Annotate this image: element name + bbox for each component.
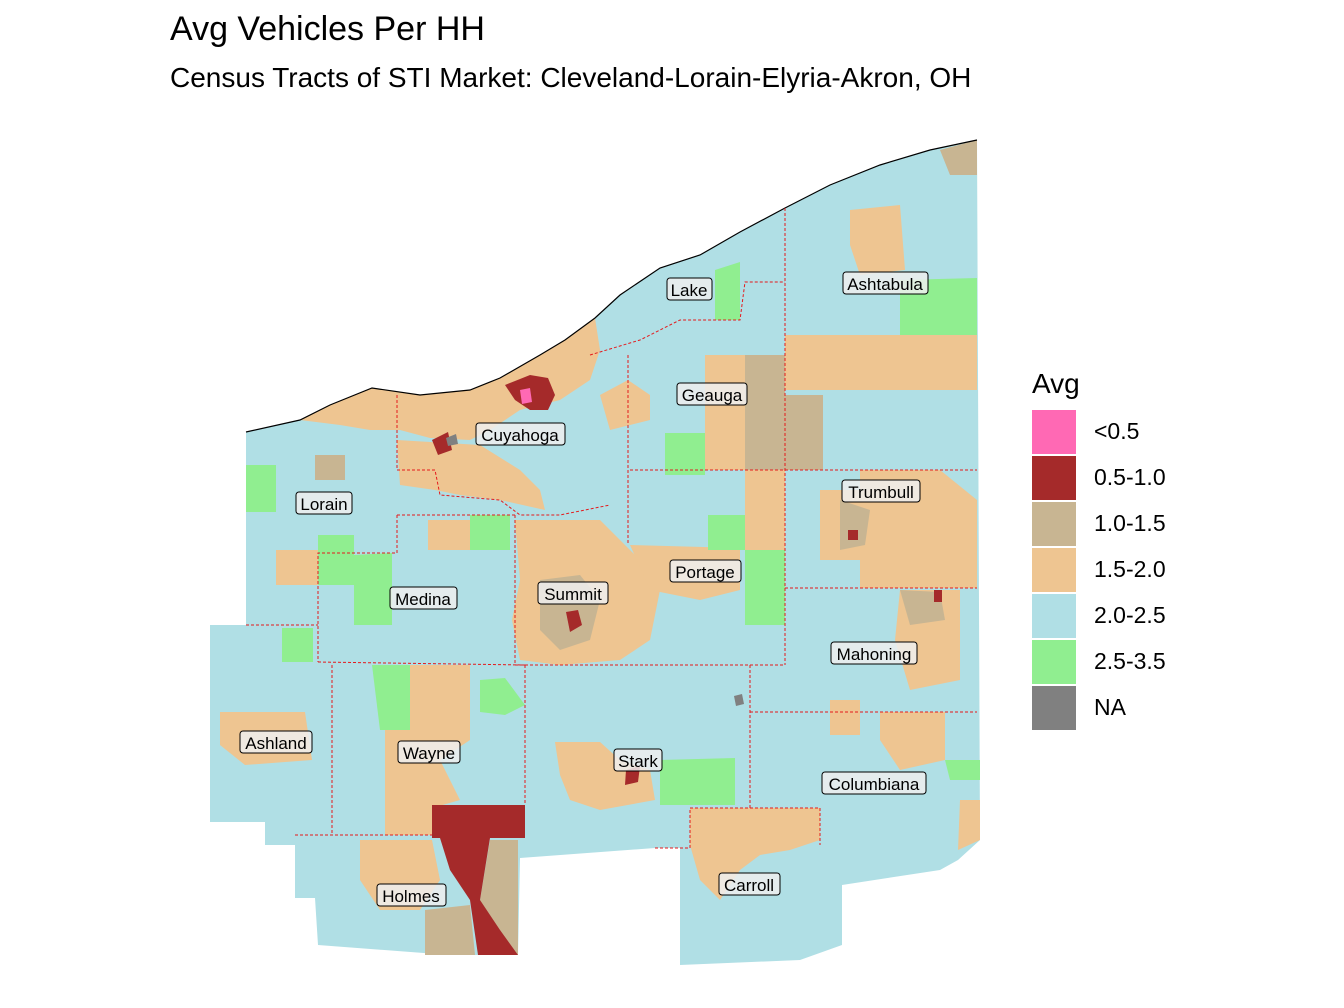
svg-text:Geauga: Geauga [682, 386, 743, 405]
map-subtitle: Census Tracts of STI Market: Cleveland-L… [170, 62, 972, 93]
svg-text:Mahoning: Mahoning [837, 645, 912, 664]
svg-text:Ashtabula: Ashtabula [847, 275, 923, 294]
legend-swatch [1032, 594, 1076, 638]
legend-item: 0.5-1.0 [1032, 456, 1166, 502]
tracts-under-0-5 [520, 388, 532, 404]
svg-text:Stark: Stark [618, 752, 658, 771]
legend-label: 2.5-3.5 [1094, 648, 1166, 674]
svg-text:Ashland: Ashland [245, 734, 306, 753]
legend-title: Avg [1032, 368, 1080, 399]
svg-text:Trumbull: Trumbull [848, 483, 914, 502]
legend-label: 1.5-2.0 [1094, 556, 1166, 582]
county-label-ashland: Ashland [239, 730, 313, 754]
map-title: Avg Vehicles Per HH [170, 10, 485, 48]
legend-label: NA [1094, 694, 1126, 720]
svg-text:Columbiana: Columbiana [829, 775, 920, 794]
county-label-ashtabula: Ashtabula [842, 271, 929, 295]
legend: Avg <0.5 0.5-1.0 1.0-1.5 1.5-2.0 2.0-2.5… [1032, 368, 1166, 732]
county-label-wayne: Wayne [397, 740, 461, 764]
tracts-2-5-3-5 [246, 262, 980, 805]
svg-text:Holmes: Holmes [382, 887, 440, 906]
lake-erie-shoreline [245, 139, 978, 433]
legend-swatch [1032, 640, 1076, 684]
county-label-geauga: Geauga [676, 382, 748, 406]
legend-label: <0.5 [1094, 418, 1140, 444]
svg-text:Lake: Lake [671, 281, 708, 300]
county-label-medina: Medina [389, 586, 458, 610]
svg-text:Medina: Medina [395, 590, 451, 609]
legend-item: 1.5-2.0 [1032, 548, 1166, 594]
legend-swatch [1032, 686, 1076, 730]
legend-label: 0.5-1.0 [1094, 464, 1166, 490]
svg-text:Cuyahoga: Cuyahoga [481, 426, 559, 445]
legend-item: 2.0-2.5 [1032, 594, 1166, 640]
svg-text:Lorain: Lorain [300, 495, 347, 514]
legend-item: NA [1032, 686, 1126, 732]
legend-item: 2.5-3.5 [1032, 640, 1166, 686]
legend-item: 1.0-1.5 [1032, 502, 1166, 548]
legend-swatch [1032, 502, 1076, 546]
svg-text:Carroll: Carroll [724, 876, 774, 895]
county-label-trumbull: Trumbull [841, 479, 921, 503]
county-labels: Lake Ashtabula Geauga Cuyahoga Lorain Tr… [239, 271, 929, 907]
county-label-stark: Stark [613, 748, 663, 772]
svg-text:Summit: Summit [544, 585, 602, 604]
legend-swatch [1032, 456, 1076, 500]
county-label-mahoning: Mahoning [830, 641, 918, 665]
legend-swatch [1032, 410, 1076, 454]
legend-item: <0.5 [1032, 410, 1139, 456]
county-boundaries [246, 208, 977, 849]
legend-swatch [1032, 548, 1076, 592]
county-label-columbiana: Columbiana [821, 771, 927, 795]
legend-label: 2.0-2.5 [1094, 602, 1166, 628]
county-label-carroll: Carroll [718, 872, 781, 896]
county-label-lorain: Lorain [295, 491, 353, 515]
legend-label: 1.0-1.5 [1094, 510, 1166, 536]
svg-text:Portage: Portage [675, 563, 735, 582]
tracts-na [446, 434, 744, 706]
county-label-portage: Portage [669, 559, 742, 583]
county-label-cuyahoga: Cuyahoga [475, 422, 566, 446]
county-label-lake: Lake [666, 277, 713, 301]
svg-text:Wayne: Wayne [403, 744, 455, 763]
county-label-summit: Summit [537, 581, 609, 605]
county-label-holmes: Holmes [376, 883, 447, 907]
